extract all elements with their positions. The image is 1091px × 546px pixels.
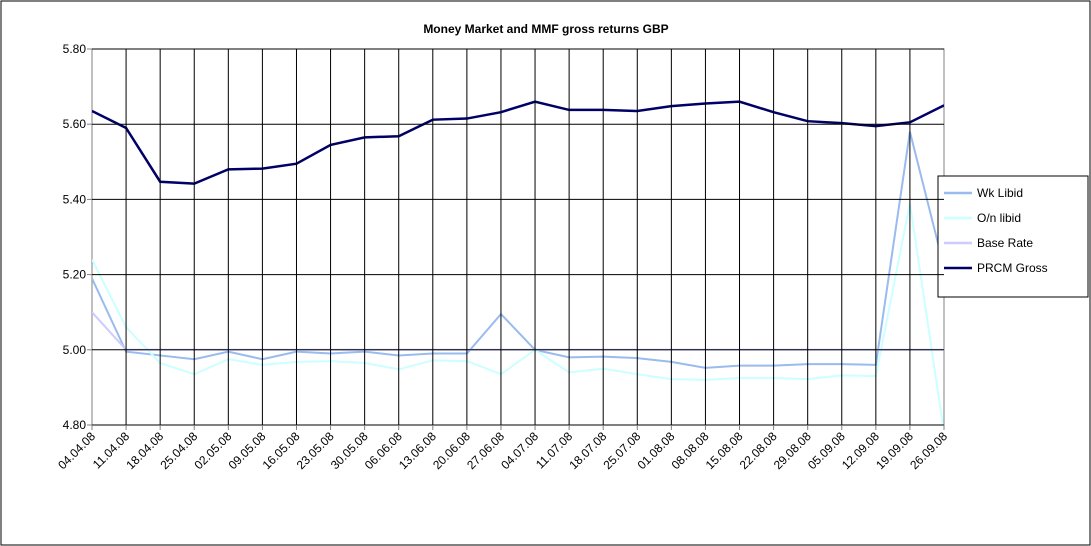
- legend-label: PRCM Gross: [977, 261, 1048, 275]
- legend-label: Base Rate: [977, 236, 1033, 250]
- plot-area: [91, 48, 945, 426]
- y-tick-label: 5.20: [63, 268, 87, 282]
- series-line: [92, 131, 944, 369]
- legend-label: Wk Libid: [977, 186, 1023, 200]
- series-line: [92, 202, 944, 425]
- y-tick-label: 5.40: [63, 192, 87, 206]
- y-tick-label: 5.60: [63, 117, 87, 131]
- legend: [937, 175, 1089, 298]
- series-line: [92, 100, 944, 185]
- y-tick-label: 5.00: [63, 343, 87, 357]
- legend-label: O/n libid: [977, 211, 1021, 225]
- chart-title: Money Market and MMF gross returns GBP: [423, 22, 668, 36]
- y-tick-label: 4.80: [63, 418, 87, 432]
- y-tick-label: 5.80: [63, 42, 87, 56]
